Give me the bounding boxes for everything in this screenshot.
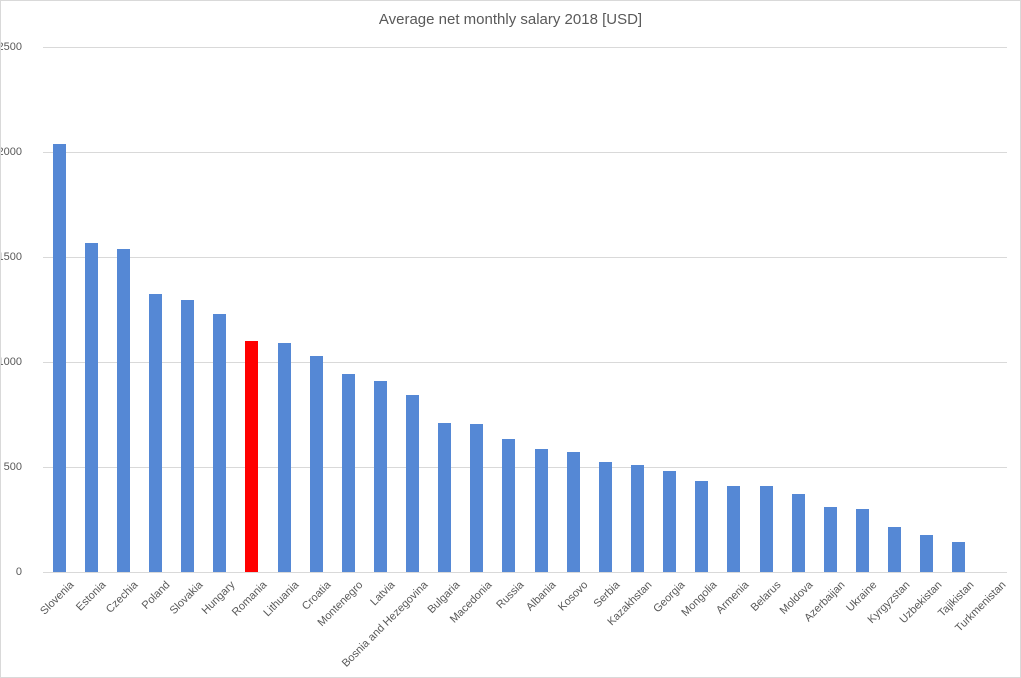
x-axis-label-armenia: Armenia bbox=[713, 579, 752, 617]
x-axis-label-kosovo: Kosovo bbox=[556, 579, 591, 614]
bar-slovenia bbox=[52, 143, 66, 572]
y-axis-tick-label: 2500 bbox=[1, 41, 22, 53]
bar-kosovo bbox=[566, 452, 580, 572]
bar-hungary bbox=[213, 313, 227, 572]
gridline bbox=[43, 362, 1007, 363]
y-axis-tick-label: 0 bbox=[15, 566, 22, 578]
x-axis-label-slovakia: Slovakia bbox=[167, 579, 206, 617]
gridline bbox=[43, 47, 1007, 48]
bar-macedonia bbox=[470, 423, 484, 572]
x-axis-label-czechia: Czechia bbox=[104, 579, 141, 616]
bar-czechia bbox=[116, 248, 130, 572]
bar-poland bbox=[148, 293, 162, 572]
bar-latvia bbox=[373, 380, 387, 572]
gridline bbox=[43, 467, 1007, 468]
bar-kazakhstan bbox=[630, 464, 644, 572]
y-axis-tick-label: 2000 bbox=[1, 146, 22, 158]
y-axis-tick-label: 1500 bbox=[1, 251, 22, 263]
bar-bosnia-and-hezegovina bbox=[406, 394, 420, 572]
y-axis-tick-label: 500 bbox=[3, 461, 22, 473]
bar-uzbekistan bbox=[920, 535, 934, 572]
bar-estonia bbox=[84, 243, 98, 572]
x-axis-label-latvia: Latvia bbox=[368, 579, 398, 609]
bar-tajikistan bbox=[952, 541, 966, 572]
plot-area: 0 500 1000 1500 2000 2500 bbox=[1, 41, 1007, 578]
gridline bbox=[43, 257, 1007, 258]
bar-kyrgyzstan bbox=[888, 526, 902, 572]
bar-georgia bbox=[663, 471, 677, 572]
bar-armenia bbox=[727, 485, 741, 572]
bar-azerbaijan bbox=[823, 506, 837, 572]
y-axis-tick-label: 1000 bbox=[1, 356, 22, 368]
x-axis-label-albania: Albania bbox=[524, 579, 559, 614]
x-axis-label-russia: Russia bbox=[494, 579, 527, 612]
bar-lithuania bbox=[277, 343, 291, 572]
bar-slovakia bbox=[181, 300, 195, 572]
x-axis-label-slovenia: Slovenia bbox=[38, 579, 77, 618]
bar-serbia bbox=[598, 461, 612, 572]
bar-belarus bbox=[759, 485, 773, 572]
gridline bbox=[43, 572, 1007, 573]
bar-bulgaria bbox=[438, 422, 452, 572]
gridline bbox=[43, 152, 1007, 153]
chart-title: Average net monthly salary 2018 [USD] bbox=[378, 11, 643, 28]
bar-moldova bbox=[791, 494, 805, 572]
bar-ukraine bbox=[855, 509, 869, 572]
bar-mongolia bbox=[695, 480, 709, 572]
bar-russia bbox=[502, 438, 516, 572]
bar-albania bbox=[534, 449, 548, 572]
bar-croatia bbox=[309, 355, 323, 572]
bar-montenegro bbox=[341, 373, 355, 572]
bar-romania bbox=[245, 341, 259, 572]
x-axis-label-estonia: Estonia bbox=[74, 579, 109, 614]
